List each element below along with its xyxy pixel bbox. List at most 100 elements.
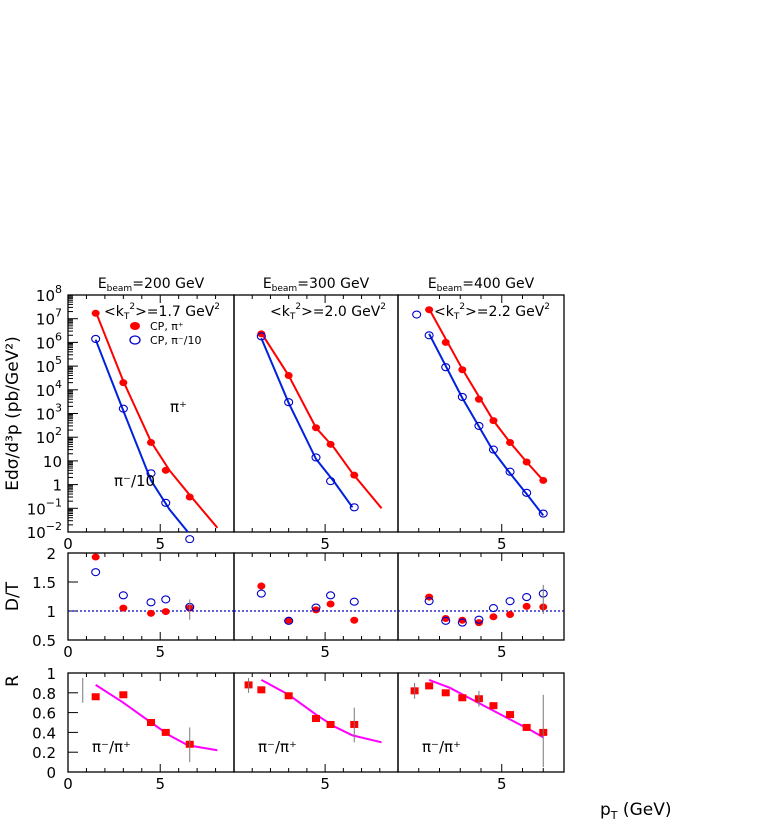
model-curve xyxy=(260,679,382,744)
ratio-point-r xyxy=(441,689,450,697)
data-point-pi-plus xyxy=(119,379,128,387)
ratio-point-pi-minus xyxy=(256,589,266,598)
x-tick-label: 0 xyxy=(63,643,73,661)
fit-line-pi-minus xyxy=(94,339,189,533)
y-tick-label: 10 xyxy=(43,453,62,471)
ratio-point-pi-minus xyxy=(118,591,128,600)
ratio-point-r xyxy=(522,723,531,731)
ratio-point-pi-minus xyxy=(146,598,156,607)
ratio-point-pi-plus xyxy=(284,616,293,624)
x-tick-label: 5 xyxy=(155,535,165,553)
ratio-point-pi-minus xyxy=(349,597,359,606)
ratio-point-r xyxy=(257,686,266,694)
data-point-pi-plus xyxy=(458,366,467,374)
legend-marker-pi-minus xyxy=(129,335,141,345)
data-point-pi-minus xyxy=(488,445,499,454)
ratio-point-pi-minus xyxy=(505,597,515,606)
ratio-point-pi-plus xyxy=(474,619,483,627)
x-tick-label: 5 xyxy=(320,643,330,661)
ratio-point-r xyxy=(161,728,170,736)
ratio-label-pi-minus-over-pi-plus: π⁻/π⁺ xyxy=(92,738,131,756)
data-point-pi-minus xyxy=(91,334,101,343)
legend-marker-pi-plus xyxy=(130,322,140,330)
x-axis-title: pT (GeV) xyxy=(600,800,671,822)
x-tick-label: 5 xyxy=(155,775,165,793)
chart-labels: 0 5 5 50 5 5 50 5 5 510810710610510410310210110−1… xyxy=(3,276,550,793)
ratio-point-pi-plus xyxy=(458,616,467,624)
chart-marks xyxy=(68,306,564,768)
y-tick-label: 105 xyxy=(36,354,62,376)
y-tick-label: 10−2 xyxy=(27,520,62,542)
ratio-point-r xyxy=(326,720,335,728)
beam-energy-label: Ebeam=300 GeV xyxy=(263,276,370,294)
data-point-pi-plus xyxy=(350,471,359,479)
y-axis-title-ratio-dt: D/T xyxy=(3,581,23,611)
data-point-pi-minus xyxy=(185,535,195,544)
y-axis-title-cross-section: Edσ/d³p (pb/GeV²) xyxy=(3,336,23,491)
beam-energy-label: Ebeam=400 GeV xyxy=(428,276,535,294)
panel-frame xyxy=(397,552,565,641)
ratio-point-pi-plus xyxy=(425,593,434,601)
fit-line-pi-plus xyxy=(428,308,544,482)
data-point-pi-minus xyxy=(457,392,467,401)
y-tick-label: 107 xyxy=(36,307,62,329)
x-tick-label: 5 xyxy=(497,643,507,661)
x-tick-label: 0 xyxy=(63,535,73,553)
ratio-label-pi-minus-over-pi-plus: π⁻/π⁺ xyxy=(258,738,297,756)
x-tick-label: 5 xyxy=(320,535,330,553)
y-tick-label: 0.8 xyxy=(32,685,56,703)
data-point-pi-minus xyxy=(326,477,336,486)
ratio-point-r xyxy=(119,691,128,699)
panel-frame xyxy=(397,672,565,773)
data-point-pi-minus xyxy=(311,453,321,462)
ratio-point-pi-plus xyxy=(91,553,100,561)
data-point-pi-plus xyxy=(506,438,515,446)
y-tick-label: 104 xyxy=(36,378,62,400)
x-tick-label: 5 xyxy=(320,775,330,793)
data-point-pi-plus xyxy=(312,424,320,432)
kt-label: <kT2>=2.0 GeV2 xyxy=(270,302,386,322)
y-tick-label: 1.5 xyxy=(32,574,56,592)
data-point-pi-minus xyxy=(284,398,294,407)
ratio-point-pi-plus xyxy=(119,604,128,612)
data-point-pi-plus xyxy=(441,338,450,346)
ratio-point-pi-minus xyxy=(488,604,499,613)
panel-frame xyxy=(67,552,235,641)
ratio-point-r xyxy=(425,682,434,690)
ratio-point-r xyxy=(284,692,293,700)
data-point-pi-minus xyxy=(538,509,548,518)
data-point-pi-plus xyxy=(539,476,548,484)
data-point-pi-minus xyxy=(474,421,484,430)
data-point-pi-minus xyxy=(146,469,156,478)
kt-label: <kT2>=2.2 GeV2 xyxy=(434,302,550,322)
ratio-point-r xyxy=(91,693,100,701)
fit-line-pi-minus xyxy=(428,333,545,517)
ratio-point-pi-minus xyxy=(457,618,467,627)
y-tick-label: 1 xyxy=(46,603,56,621)
data-point-pi-plus xyxy=(147,438,155,446)
ratio-label-pi-minus-over-pi-plus: π⁻/π⁺ xyxy=(422,738,461,756)
ratio-point-pi-plus xyxy=(161,608,170,616)
data-point-pi-plus xyxy=(489,417,498,425)
data-point-pi-plus xyxy=(284,372,293,380)
data-point-pi-plus xyxy=(185,493,194,501)
data-point-pi-minus xyxy=(505,467,515,476)
data-point-pi-plus xyxy=(326,440,335,448)
panel-frame xyxy=(233,294,399,533)
y-tick-label: 10−1 xyxy=(27,496,62,518)
data-point-pi-minus xyxy=(412,310,422,319)
beam-energy-label: Ebeam=200 GeV xyxy=(98,276,205,294)
fit-line-pi-minus xyxy=(260,337,354,508)
ratio-point-pi-plus xyxy=(522,602,531,610)
data-point-pi-plus xyxy=(257,330,266,338)
y-tick-label: 106 xyxy=(36,330,62,352)
ratio-point-pi-plus xyxy=(257,582,266,590)
data-point-pi-minus xyxy=(256,332,266,341)
y-tick-label: 1 xyxy=(52,477,62,495)
ratio-point-pi-minus xyxy=(474,615,484,624)
y-tick-label: 0.5 xyxy=(32,632,56,650)
y-tick-label: 102 xyxy=(36,425,62,447)
ratio-point-pi-plus xyxy=(326,600,335,608)
ratio-point-r xyxy=(506,711,515,719)
